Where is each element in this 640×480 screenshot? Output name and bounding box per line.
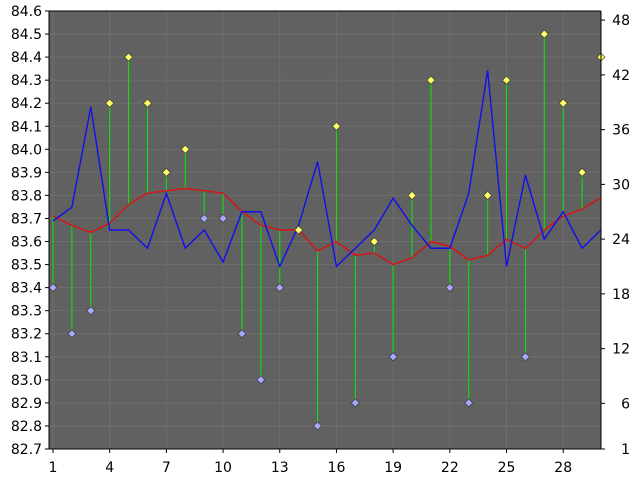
y-left-tick-label: 84.0	[11, 142, 42, 158]
series-line-red	[52, 187, 602, 266]
data-point-marker	[388, 352, 398, 362]
y-right-tick-label: 36	[612, 123, 630, 139]
y-left-tick-label: 83.6	[11, 235, 42, 251]
data-point-marker	[577, 167, 587, 177]
data-point-marker	[48, 283, 58, 293]
data-point-marker	[237, 329, 247, 339]
y-left-tick-label: 83.0	[11, 373, 42, 389]
y-left-tick-label: 83.5	[11, 258, 42, 274]
drop-lines	[52, 34, 602, 426]
y-left-tick-label: 84.3	[11, 73, 42, 89]
y-right-tick-label: 24	[612, 232, 630, 248]
series-line-blue	[52, 70, 602, 269]
x-tick-label: 1	[49, 460, 58, 476]
data-point-marker	[350, 398, 360, 408]
y-right-tick-label: 12	[612, 342, 630, 358]
x-tick-label: 19	[384, 460, 402, 476]
data-point-marker	[124, 52, 134, 62]
data-point-marker	[67, 329, 77, 339]
data-point-marker	[161, 167, 171, 177]
x-tick-label: 13	[271, 460, 289, 476]
data-point-marker	[445, 283, 455, 293]
x-tick-label: 28	[554, 460, 572, 476]
data-point-marker	[464, 398, 474, 408]
y-right-tick-label: 30	[612, 177, 630, 193]
y-left-tick-label: 82.9	[11, 396, 42, 412]
data-point-marker	[275, 283, 285, 293]
y-right-tick-label: 6	[621, 396, 630, 412]
data-point-marker	[105, 98, 115, 108]
data-point-marker	[294, 225, 304, 235]
y-right-tick-label: 48	[612, 13, 630, 29]
y-left-tick-label: 82.7	[11, 442, 42, 458]
data-point-marker	[369, 237, 379, 246]
y-left-tick-label: 83.7	[11, 211, 42, 227]
y-left-tick-label: 84.1	[11, 119, 42, 135]
x-tick-label: 22	[441, 460, 459, 476]
data-point-marker	[86, 306, 96, 316]
tick-labels: 82.7 82.8 82.9 83.0 83.1 83.2 83.3 83.4 83.5 83.6…	[11, 4, 630, 476]
data-point-marker	[313, 421, 322, 431]
x-tick-label: 4	[105, 460, 114, 476]
y-left-tick-label: 83.1	[11, 350, 42, 366]
plot-area	[49, 11, 601, 449]
data-point-marker	[483, 190, 493, 200]
y-left-tick-label: 83.2	[11, 327, 42, 343]
red-series	[52, 187, 602, 266]
y-right-tick-label: 42	[612, 68, 630, 84]
data-point-marker	[407, 190, 417, 200]
x-tick-label: 7	[162, 460, 171, 476]
data-point-marker	[520, 352, 530, 362]
y-left-tick-label: 83.8	[11, 188, 42, 204]
y-left-tick-label: 83.9	[11, 165, 42, 181]
data-point-marker	[143, 98, 152, 108]
y-right-tick-label: 18	[612, 287, 630, 303]
y-left-tick-label: 84.4	[11, 50, 42, 66]
y-left-tick-label: 84.5	[11, 27, 42, 43]
data-point-marker	[256, 375, 266, 385]
y-left-tick-label: 84.6	[11, 4, 42, 20]
data-point-marker	[502, 75, 511, 85]
data-point-marker	[332, 121, 341, 131]
data-point-marker	[426, 75, 436, 85]
y-left-tick-label: 82.8	[11, 419, 42, 435]
x-tick-label: 10	[214, 460, 232, 476]
data-point-marker	[539, 29, 549, 39]
y-right-tick-label: 1	[621, 442, 630, 458]
data-point-marker	[558, 98, 568, 108]
y-left-tick-label: 84.2	[11, 96, 42, 112]
axes	[45, 10, 605, 453]
data-point-marker	[180, 144, 190, 154]
data-point-marker	[218, 214, 228, 223]
y-left-tick-label: 83.4	[11, 281, 42, 297]
y-left-tick-label: 83.3	[11, 304, 42, 320]
x-tick-label: 25	[498, 460, 516, 476]
blue-series	[52, 70, 602, 269]
x-tick-label: 16	[328, 460, 346, 476]
data-point-marker	[199, 214, 209, 223]
